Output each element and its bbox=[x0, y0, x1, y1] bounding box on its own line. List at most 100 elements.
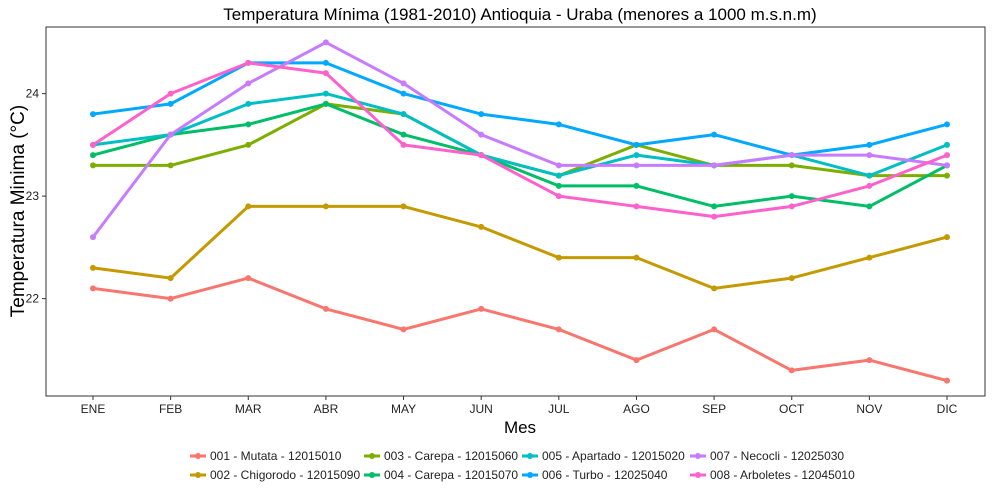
data-point bbox=[711, 131, 718, 138]
plot-area: 22 23 24 ENE FEB MAR ABR MAY JUN JUL AGO SEP OCT NOV D… bbox=[26, 26, 986, 416]
data-point bbox=[633, 203, 640, 210]
data-point bbox=[90, 234, 96, 241]
data-point bbox=[167, 162, 174, 169]
data-point bbox=[90, 162, 96, 169]
series-2 bbox=[90, 203, 950, 292]
data-point bbox=[788, 203, 795, 210]
data-point bbox=[866, 152, 873, 159]
data-point bbox=[866, 141, 873, 148]
data-point bbox=[245, 203, 252, 210]
series-line bbox=[91, 40, 949, 239]
x-tick-label: MAY bbox=[391, 402, 416, 416]
series-line bbox=[91, 204, 949, 290]
legend-label: 005 - Apartado - 12015020 bbox=[542, 449, 685, 463]
x-tick-label: MAR bbox=[235, 402, 262, 416]
data-point bbox=[90, 152, 96, 159]
legend-label: 002 - Chigorodo - 12015090 bbox=[210, 468, 360, 482]
data-point bbox=[322, 70, 329, 77]
data-point bbox=[633, 162, 640, 169]
legend-item: 008 - Arboletes - 12045010 bbox=[690, 468, 855, 482]
chart-title: Temperatura Mínima (1981-2010) Antioquia… bbox=[223, 5, 816, 24]
y-axis-title: Temperatura Minima (°C) bbox=[8, 105, 29, 317]
legend-key-point bbox=[369, 453, 375, 459]
data-point bbox=[322, 100, 329, 107]
x-tick-label: FEB bbox=[159, 402, 182, 416]
series-8 bbox=[90, 59, 950, 220]
data-point bbox=[711, 326, 718, 333]
data-point bbox=[555, 182, 562, 189]
data-point bbox=[167, 295, 174, 302]
data-point bbox=[90, 111, 96, 118]
data-point bbox=[400, 203, 407, 210]
data-point bbox=[555, 254, 562, 261]
data-point bbox=[400, 80, 407, 87]
data-point bbox=[711, 213, 718, 220]
x-tick-label: SEP bbox=[702, 402, 726, 416]
data-point bbox=[788, 162, 795, 169]
x-tick-label: ABR bbox=[314, 402, 339, 416]
series-6 bbox=[90, 59, 950, 159]
data-point bbox=[866, 182, 873, 189]
series-line bbox=[91, 61, 949, 157]
data-point bbox=[245, 275, 252, 282]
x-axis-title: Mes bbox=[504, 418, 536, 437]
data-point bbox=[555, 172, 562, 179]
plot-frame bbox=[45, 26, 986, 397]
legend-item: 005 - Apartado - 12015020 bbox=[522, 449, 685, 463]
data-point bbox=[944, 141, 950, 148]
data-point bbox=[555, 121, 562, 128]
series-line bbox=[91, 102, 949, 208]
x-tick-label: JUN bbox=[470, 402, 493, 416]
legend-label: 006 - Turbo - 12025040 bbox=[542, 468, 668, 482]
data-point bbox=[167, 275, 174, 282]
series-3 bbox=[90, 100, 950, 179]
data-point bbox=[711, 162, 718, 169]
legend-key-point bbox=[369, 472, 375, 478]
data-point bbox=[555, 193, 562, 200]
data-point bbox=[90, 285, 96, 292]
series-7 bbox=[90, 39, 950, 241]
data-point bbox=[478, 223, 485, 230]
data-point bbox=[245, 121, 252, 128]
legend-item: 004 - Carepa - 12015070 bbox=[364, 468, 518, 482]
data-point bbox=[711, 203, 718, 210]
data-point bbox=[245, 80, 252, 87]
legend-key-point bbox=[195, 453, 201, 459]
data-point bbox=[788, 367, 795, 374]
x-tick-label: DIC bbox=[937, 402, 958, 416]
data-point bbox=[400, 111, 407, 118]
y-tick-label: 23 bbox=[26, 189, 40, 203]
data-point bbox=[322, 59, 329, 66]
data-point bbox=[944, 121, 950, 128]
legend-label: 004 - Carepa - 12015070 bbox=[384, 468, 518, 482]
data-point bbox=[788, 152, 795, 159]
legend-item: 001 - Mutata - 12015010 bbox=[190, 449, 342, 463]
data-point bbox=[944, 162, 950, 169]
data-point bbox=[400, 90, 407, 97]
data-point bbox=[944, 234, 950, 241]
legend-item: 002 - Chigorodo - 12015090 bbox=[190, 468, 360, 482]
data-point bbox=[322, 39, 329, 46]
legend-item: 007 - Necocli - 12025030 bbox=[690, 449, 844, 463]
data-point bbox=[633, 152, 640, 159]
x-tick-label: AGO bbox=[623, 402, 650, 416]
data-point bbox=[788, 193, 795, 200]
data-point bbox=[167, 90, 174, 97]
legend: 001 - Mutata - 12015010 002 - Chigorodo -… bbox=[190, 449, 855, 482]
data-point bbox=[322, 90, 329, 97]
series-1 bbox=[90, 275, 950, 384]
data-point bbox=[555, 326, 562, 333]
legend-item: 003 - Carepa - 12015060 bbox=[364, 449, 518, 463]
data-point bbox=[322, 203, 329, 210]
series-line bbox=[91, 92, 949, 178]
data-point bbox=[866, 172, 873, 179]
series-line bbox=[91, 61, 949, 219]
legend-key-point bbox=[695, 472, 701, 478]
data-point bbox=[788, 275, 795, 282]
x-tick-label: OCT bbox=[779, 402, 805, 416]
x-tick-label: JUL bbox=[548, 402, 570, 416]
data-point bbox=[90, 141, 96, 148]
data-point bbox=[633, 182, 640, 189]
legend-label: 008 - Arboletes - 12045010 bbox=[710, 468, 855, 482]
